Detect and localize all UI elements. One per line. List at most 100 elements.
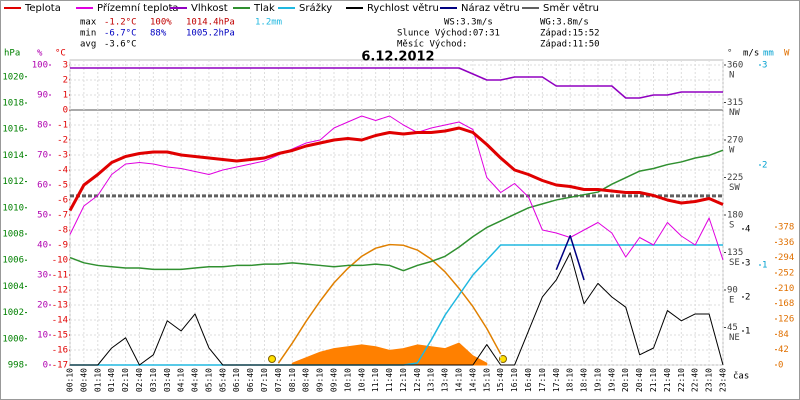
x-tick-label: 14:10 [455, 368, 464, 392]
y-tick-label: -12 [52, 286, 68, 296]
y-tick-label: -2 [57, 136, 68, 146]
y-tick-label: 90 [37, 91, 48, 101]
x-tick-label: 01:40 [107, 368, 116, 392]
y-tick-label: 4 [745, 224, 750, 234]
stat: 1005.2hPa [186, 29, 235, 39]
legend-label: Vlhkost [191, 3, 228, 14]
y-tick-label: 50 [37, 211, 48, 221]
y-tick-name: SE [729, 258, 740, 268]
x-tick-label: 12:10 [399, 368, 408, 392]
x-tick-label: 11:40 [385, 368, 394, 392]
stat: 88% [150, 29, 167, 39]
x-tick-label: 02:40 [135, 368, 144, 392]
y-tick-label: -4 [57, 166, 68, 176]
y-tick-label: -14 [52, 316, 68, 326]
x-tick-label: 10:10 [343, 368, 352, 392]
y-tick-label: 1014 [2, 151, 24, 161]
x-tick-label: 17:40 [552, 368, 561, 392]
y-tick-label: 0 [63, 106, 68, 116]
x-tick-label: 00:10 [66, 368, 75, 392]
y-tick-label: 126 [778, 315, 794, 325]
legend-label: Rychlost větru [367, 2, 439, 14]
series-line [70, 67, 723, 99]
x-tick-label: 01:10 [93, 368, 102, 392]
wind-info: WG:3.8m/s [540, 18, 589, 28]
y-tick-label: 315 [727, 98, 743, 108]
y-tick-label: 3 [762, 61, 767, 71]
axis-unit: hPa [4, 49, 20, 59]
axis-unit: m/s [743, 49, 759, 59]
stat: -6.7°C [104, 29, 137, 39]
axis-unit: W [784, 49, 790, 59]
y-tick-label: 80 [37, 121, 48, 131]
y-tick-label: 1002 [2, 308, 24, 318]
x-tick-label: 04:40 [191, 368, 200, 392]
y-tick-label: -1 [57, 121, 68, 131]
y-tick-label: 0 [778, 361, 783, 371]
x-tick-label: 15:40 [496, 368, 505, 392]
axis-unit: ° [727, 49, 732, 59]
y-tick-label: -8 [57, 226, 68, 236]
y-tick-label: 60 [37, 181, 48, 191]
y-tick-label: -7 [57, 211, 68, 221]
y-tick-label: 1018 [2, 98, 24, 108]
x-tick-label: 00:40 [79, 368, 88, 392]
legend-label: Srážky [299, 2, 332, 14]
chart-title: 6.12.2012 [361, 50, 434, 65]
x-tick-label: 09:10 [316, 368, 325, 392]
x-tick-label: 03:10 [149, 368, 158, 392]
x-tick-label: 07:40 [274, 368, 283, 392]
y-tick-label: 3 [745, 258, 750, 268]
y-tick-label: 336 [778, 238, 794, 248]
y-tick-label: 180 [727, 211, 743, 221]
x-tick-label: 04:10 [177, 368, 186, 392]
x-tick-label: 03:40 [163, 368, 172, 392]
x-tick-label: 13:10 [427, 368, 436, 392]
y-tick-label: 40 [37, 241, 48, 251]
y-tick-label: -3 [57, 151, 68, 161]
x-tick-label: 19:40 [607, 368, 616, 392]
stat: 1014.4hPa [186, 18, 235, 28]
y-tick-label: 294 [778, 253, 794, 263]
y-tick-label: -17 [52, 361, 68, 371]
y-tick-label: -16 [52, 346, 68, 356]
x-tick-label: 19:10 [593, 368, 602, 392]
x-tick-label: 08:10 [288, 368, 297, 392]
series-line [70, 252, 724, 366]
y-tick-label: 1016 [2, 125, 24, 135]
y-tick-label: 2 [63, 76, 68, 86]
x-tick-label: 05:10 [204, 368, 213, 392]
x-tick-label: 18:40 [580, 368, 589, 392]
x-tick-label: 15:10 [482, 368, 491, 392]
y-tick-label: 1004 [2, 282, 24, 292]
y-tick-name: W [729, 146, 735, 156]
x-tick-label: 13:40 [441, 368, 450, 392]
stat-label: min [80, 29, 96, 39]
y-tick-label: 70 [37, 151, 48, 161]
y-tick-label: 1 [63, 91, 68, 101]
wind-info: WS:3.3m/s [444, 18, 493, 28]
x-tick-label: 12:40 [413, 368, 422, 392]
y-tick-label: 45 [727, 323, 738, 333]
y-tick-label: 3 [63, 61, 68, 71]
x-tick-label: 18:10 [566, 368, 575, 392]
x-tick-label: 10:40 [357, 368, 366, 392]
axis-unit: % [37, 49, 43, 59]
y-tick-label: 84 [778, 330, 789, 340]
x-tick-label: 06:40 [246, 368, 255, 392]
y-tick-label: 2 [762, 161, 767, 171]
y-tick-label: -10 [52, 256, 68, 266]
series-line [69, 149, 724, 272]
x-tick-label: 23:40 [719, 368, 728, 392]
y-tick-name: SW [729, 183, 740, 193]
y-tick-label: 30 [37, 271, 48, 281]
y-tick-name: N [729, 71, 734, 81]
x-tick-label: 22:40 [691, 368, 700, 392]
y-tick-label: 252 [778, 269, 794, 279]
x-tick-label: 07:10 [260, 368, 269, 392]
y-tick-label: -5 [57, 181, 68, 191]
y-tick-label: 225 [727, 173, 743, 183]
y-tick-label: 1008 [2, 229, 24, 239]
moon-info: Západ:11:50 [540, 40, 600, 50]
